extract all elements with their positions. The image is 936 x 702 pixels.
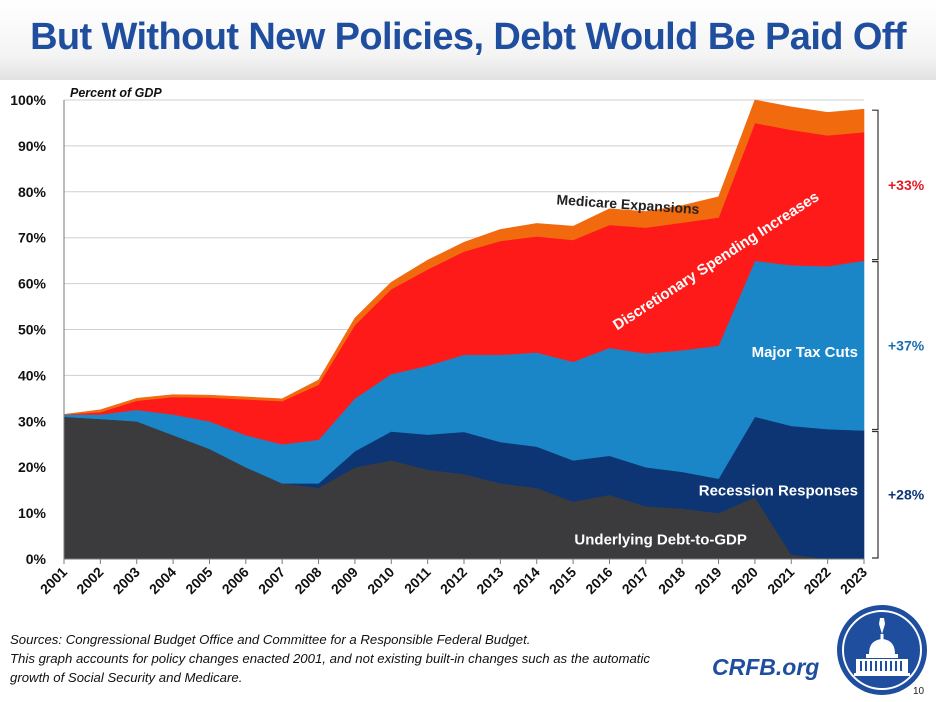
y-tick-label: 20% — [18, 459, 47, 475]
x-tick-label: 2018 — [655, 564, 688, 597]
y-tick-label: 0% — [26, 551, 47, 567]
x-tick-label: 2020 — [728, 564, 761, 597]
y-tick-labels: 0% 10% 20% 30% 40% 50% 60% 70% 80% 90% 100% — [10, 92, 46, 567]
brackets: +33% +37% +28% — [872, 109, 925, 559]
x-tick-label: 2019 — [691, 564, 724, 597]
x-tick-label: 2003 — [110, 564, 143, 597]
x-tick-label: 2022 — [800, 564, 833, 597]
sources-line-3: growth of Social Security and Medicare. — [10, 670, 243, 685]
y-tick-label: 100% — [10, 92, 46, 108]
series-label: Recession Responses — [699, 483, 858, 500]
series-label: Major Tax Cuts — [752, 344, 858, 361]
x-tick-label: 2021 — [764, 564, 797, 597]
bracket-line — [872, 109, 879, 261]
bracket-label: +37% — [888, 338, 925, 354]
x-tick-label: 2012 — [437, 564, 470, 597]
x-tick-label: 2017 — [619, 564, 652, 597]
area-layers — [63, 99, 865, 560]
site-link[interactable]: CRFB.org — [712, 654, 820, 680]
x-tick-label: 2007 — [255, 564, 288, 597]
x-tick-labels: 2001 2002 2003 2004 2005 2006 2007 2008 2009 2010… — [37, 564, 870, 597]
x-tick-label: 2010 — [364, 564, 397, 597]
unit-label: Percent of GDP — [70, 86, 162, 100]
stacked-area-chart: Percent of GDP 0% 10% 20% 30% 40% 50% 60% 70% 80… — [10, 86, 925, 597]
crfb-capitol-logo — [837, 605, 927, 695]
sources-line-2: This graph accounts for policy changes e… — [10, 651, 650, 666]
sources-line-1: Sources: Congressional Budget Office and… — [10, 632, 531, 647]
x-tick-label: 2013 — [473, 564, 506, 597]
series-label: Underlying Debt-to-GDP — [574, 531, 747, 548]
x-tick-label: 2014 — [510, 564, 543, 597]
bracket-label: +33% — [888, 177, 925, 193]
y-tick-label: 50% — [18, 322, 47, 338]
y-tick-label: 70% — [18, 230, 47, 246]
y-tick-label: 80% — [18, 184, 47, 200]
x-tick-label: 2005 — [182, 564, 215, 597]
y-tick-label: 30% — [18, 413, 47, 429]
x-tick-label: 2009 — [328, 564, 361, 597]
axes — [63, 100, 865, 564]
area-medicare-expansions — [63, 99, 865, 415]
x-tick-label: 2006 — [219, 564, 252, 597]
bracket-line — [872, 430, 879, 559]
slide-title: But Without New Policies, Debt Would Be … — [30, 16, 906, 58]
bracket-label: +28% — [888, 487, 925, 503]
x-tick-label: 2004 — [146, 564, 179, 597]
bracket-line — [872, 261, 879, 431]
title-bar — [0, 0, 936, 80]
y-tick-label: 10% — [18, 505, 47, 521]
x-tick-label: 2011 — [401, 564, 434, 597]
x-tick-label: 2008 — [291, 564, 324, 597]
page-number: 10 — [913, 686, 925, 697]
x-tick-label: 2001 — [37, 564, 70, 597]
y-tick-label: 90% — [18, 138, 47, 154]
x-tick-label: 2016 — [582, 564, 615, 597]
x-tick-label: 2015 — [546, 564, 579, 597]
sources-note: Sources: Congressional Budget Office and… — [10, 630, 730, 687]
x-tick-label: 2023 — [837, 564, 870, 597]
x-tick-label: 2002 — [73, 564, 106, 597]
y-tick-label: 40% — [18, 367, 47, 383]
y-tick-label: 60% — [18, 276, 47, 292]
